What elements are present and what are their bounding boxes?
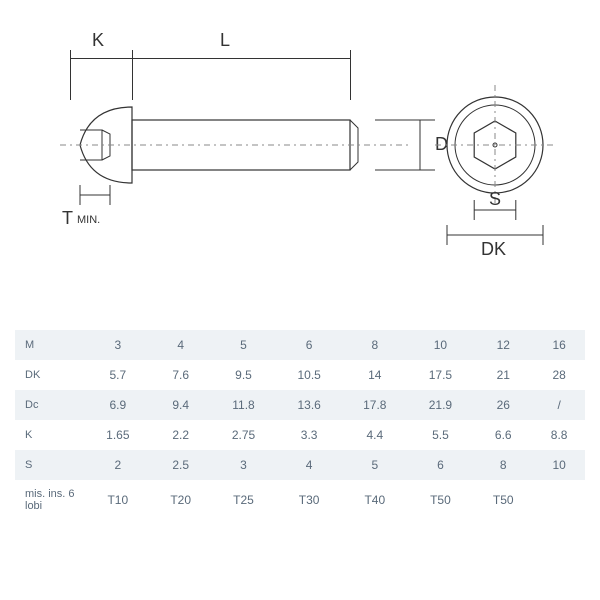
table-cell: 17.5 <box>408 360 474 390</box>
col-header: 8 <box>342 330 408 360</box>
table-cell: 7.6 <box>151 360 211 390</box>
table-cell: T30 <box>276 480 342 520</box>
row-label: DK <box>15 360 85 390</box>
svg-text:S: S <box>489 189 501 209</box>
table-cell: 6.9 <box>85 390 151 420</box>
table-cell: 8.8 <box>533 420 585 450</box>
table-cell: 2.5 <box>151 450 211 480</box>
spec-table: M34568101216DK5.77.69.510.51417.52128Dc6… <box>15 330 585 520</box>
screw-side-view: D S DK <box>40 30 560 280</box>
table-cell: 6.6 <box>473 420 533 450</box>
col-header: 10 <box>408 330 474 360</box>
col-header: 12 <box>473 330 533 360</box>
label-Tmin-sub: MIN. <box>77 214 100 226</box>
dimensions-table: M34568101216DK5.77.69.510.51417.52128Dc6… <box>15 330 585 520</box>
table-cell: 28 <box>533 360 585 390</box>
table-cell: 2 <box>85 450 151 480</box>
table-row: DK5.77.69.510.51417.52128 <box>15 360 585 390</box>
table-cell: 17.8 <box>342 390 408 420</box>
col-header: 4 <box>151 330 211 360</box>
table-row: Dc6.99.411.813.617.821.926/ <box>15 390 585 420</box>
table-row: mis. ins. 6 lobiT10T20T25T30T40T50T50 <box>15 480 585 520</box>
table-cell: 5.5 <box>408 420 474 450</box>
table-cell: 21.9 <box>408 390 474 420</box>
table-cell: 2.2 <box>151 420 211 450</box>
table-cell: T25 <box>211 480 277 520</box>
row-label: K <box>15 420 85 450</box>
col-header: 5 <box>211 330 277 360</box>
svg-text:DK: DK <box>481 239 506 259</box>
col-header: 16 <box>533 330 585 360</box>
table-cell: T40 <box>342 480 408 520</box>
table-cell: 13.6 <box>276 390 342 420</box>
table-cell: 14 <box>342 360 408 390</box>
table-cell <box>533 480 585 520</box>
table-cell: 11.8 <box>211 390 277 420</box>
table-row: S22.53456810 <box>15 450 585 480</box>
table-cell: / <box>533 390 585 420</box>
table-cell: 10.5 <box>276 360 342 390</box>
table-cell: T10 <box>85 480 151 520</box>
table-cell: T50 <box>408 480 474 520</box>
col-header: 3 <box>85 330 151 360</box>
table-cell: 5.7 <box>85 360 151 390</box>
table-cell: 3.3 <box>276 420 342 450</box>
col-label-M: M <box>15 330 85 360</box>
table-cell: 3 <box>211 450 277 480</box>
table-cell: 5 <box>342 450 408 480</box>
row-label: mis. ins. 6 lobi <box>15 480 85 520</box>
technical-diagram: K L D <box>40 30 560 280</box>
label-T: T <box>62 208 73 229</box>
col-header: 6 <box>276 330 342 360</box>
table-cell: 4 <box>276 450 342 480</box>
row-label: Dc <box>15 390 85 420</box>
table-cell: 8 <box>473 450 533 480</box>
table-cell: 21 <box>473 360 533 390</box>
table-cell: T50 <box>473 480 533 520</box>
table-cell: 26 <box>473 390 533 420</box>
table-cell: T20 <box>151 480 211 520</box>
table-cell: 10 <box>533 450 585 480</box>
table-cell: 9.5 <box>211 360 277 390</box>
table-cell: 1.65 <box>85 420 151 450</box>
table-cell: 2.75 <box>211 420 277 450</box>
table-row: K1.652.22.753.34.45.56.68.8 <box>15 420 585 450</box>
table-cell: 6 <box>408 450 474 480</box>
table-header-row: M34568101216 <box>15 330 585 360</box>
table-cell: 4.4 <box>342 420 408 450</box>
row-label: S <box>15 450 85 480</box>
table-cell: 9.4 <box>151 390 211 420</box>
svg-text:D: D <box>435 134 448 154</box>
